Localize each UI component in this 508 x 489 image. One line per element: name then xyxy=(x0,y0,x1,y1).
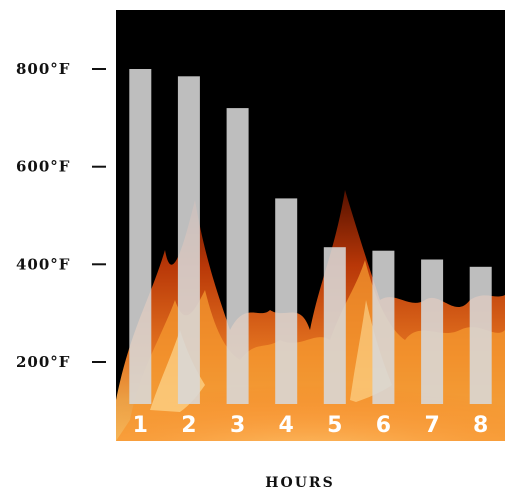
x-tick-label-7: 7 xyxy=(424,413,439,438)
x-tick-label-8: 8 xyxy=(473,413,488,438)
fire-background xyxy=(116,190,505,441)
y-tick-label-200: 200°F xyxy=(16,353,70,371)
bar-hour-2 xyxy=(177,76,200,405)
x-tick-label-6: 6 xyxy=(376,413,391,438)
x-tick-label-4: 4 xyxy=(279,413,294,438)
bar-hour-3 xyxy=(226,108,249,404)
y-tick-label-800: 800°F xyxy=(16,60,70,78)
bar-hour-4 xyxy=(275,198,298,404)
bar-hour-1 xyxy=(129,69,152,404)
bars xyxy=(129,69,492,405)
bar-hour-5 xyxy=(323,247,346,404)
x-tick-label-5: 5 xyxy=(327,413,342,438)
bar-hour-6 xyxy=(372,250,395,404)
y-tick-label-400: 400°F xyxy=(16,255,70,273)
x-axis-label: HOURS xyxy=(265,475,334,489)
x-tick-labels: 1 2 3 4 5 6 7 8 xyxy=(133,413,489,438)
y-tick-label-600: 600°F xyxy=(16,158,70,176)
bar-hour-7 xyxy=(421,259,444,404)
x-tick-label-2: 2 xyxy=(181,413,196,438)
bar-hour-8 xyxy=(469,266,492,404)
x-tick-label-3: 3 xyxy=(230,413,245,438)
x-tick-label-1: 1 xyxy=(133,413,148,438)
plot-area: 1 2 3 4 5 6 7 8 xyxy=(116,10,505,441)
y-axis: 800°F 600°F 400°F 200°F xyxy=(16,60,106,371)
